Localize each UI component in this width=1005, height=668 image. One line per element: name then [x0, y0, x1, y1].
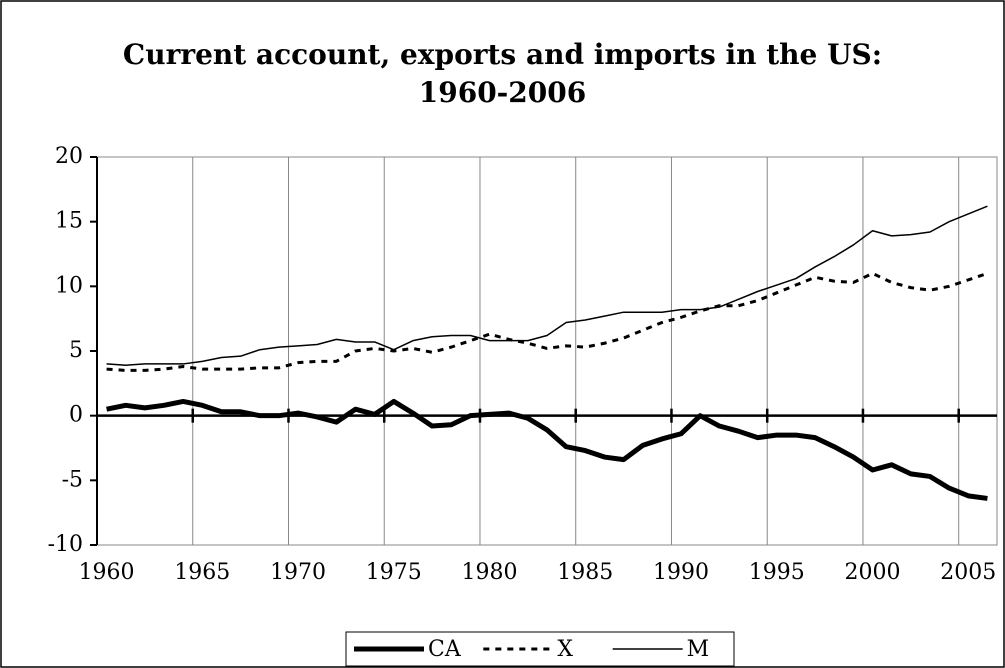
x-tick-label: 1995 — [749, 560, 805, 585]
chart-title: Current account, exports and imports in … — [122, 38, 883, 109]
series-line — [106, 271, 988, 372]
y-tick-label: 20 — [55, 144, 83, 169]
x-tick-label: 1990 — [653, 560, 709, 585]
series-line — [106, 398, 988, 501]
series-line — [106, 205, 988, 366]
y-tick-label: 15 — [55, 209, 83, 234]
y-tick-label: 5 — [69, 338, 83, 363]
plot-area — [96, 156, 998, 546]
x-tick-label: 1960 — [79, 560, 135, 585]
x-tick-label: 1970 — [270, 560, 326, 585]
y-tick-label: -10 — [48, 532, 83, 557]
x-tick-label: 1965 — [174, 560, 230, 585]
x-tick-label: 1975 — [366, 560, 422, 585]
legend-label: CA — [428, 637, 462, 662]
y-tick-label: 0 — [69, 403, 83, 428]
legend-label: X — [557, 637, 573, 662]
y-tick-label: 10 — [55, 273, 83, 298]
x-tick-label: 2005 — [940, 560, 996, 585]
y-tick-label: -5 — [62, 467, 83, 492]
legend-label: M — [687, 637, 710, 662]
x-tick-label: 2000 — [845, 560, 901, 585]
x-tick-label: 1985 — [557, 560, 613, 585]
x-tick-label: 1980 — [462, 560, 518, 585]
